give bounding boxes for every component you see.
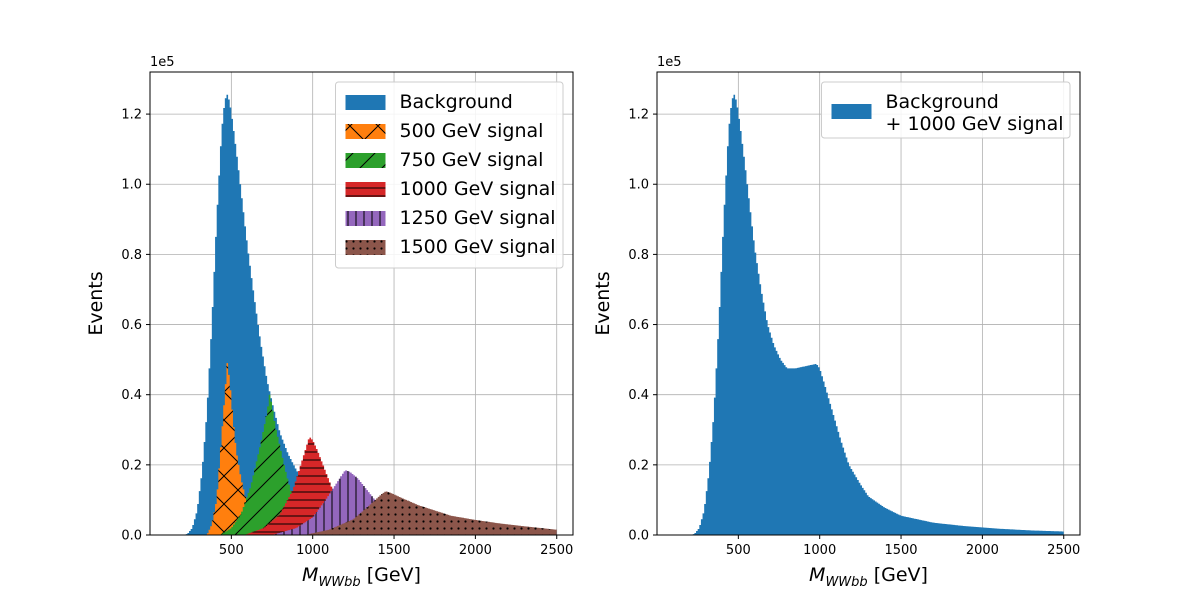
panel-right: 500 1000 1500 2000 2500 0.0 0.2 0.4 0.6 0.8 1.0 1.2… [592, 55, 1081, 590]
series-1 [206, 363, 268, 535]
histogram-hatch [272, 470, 460, 535]
axes-frame [149, 71, 574, 536]
y-tick-label: 0.0 [628, 529, 649, 544]
x-tick-label: 1500 [884, 543, 917, 558]
legend-entry: Background + 1000 GeV signal [831, 91, 1064, 135]
x-tick-label: 2000 [966, 543, 999, 558]
legend-swatch [831, 104, 872, 119]
legend-label: 1250 GeV signal [400, 207, 556, 229]
legend-swatch [345, 95, 386, 110]
legend-entry: 1500 GeV signal [345, 236, 556, 258]
legend-box [821, 81, 1071, 139]
legend-entry: 750 GeV signal [345, 149, 544, 171]
legend-swatch-hatch [345, 211, 386, 226]
series-5 [304, 491, 557, 535]
legend-label: 1000 GeV signal [400, 178, 556, 200]
series-0 [182, 94, 557, 536]
y-tick-label: 1.2 [121, 108, 142, 123]
x-axis-label: MWWbb [GeV] [809, 564, 928, 590]
histogram-hatch [219, 394, 321, 535]
y-axis-label: Events [85, 271, 107, 335]
x-tick-label: 2000 [459, 543, 492, 558]
y-tick-label: 1.0 [121, 178, 142, 193]
legend: Background 500 GeV signal 750 GeV signal 10… [335, 81, 564, 269]
y-tick-label: 0.0 [121, 529, 142, 544]
legend-swatch-hatch [345, 182, 386, 197]
panel-left: 500 1000 1500 2000 2500 0.0 0.2 0.4 0.6 0.8 1.0 1.2… [85, 55, 574, 590]
legend-label: 750 GeV signal [400, 149, 544, 171]
series-0 [689, 94, 1064, 536]
x-tick-label: 2500 [1047, 543, 1080, 558]
legend-label: Background [400, 91, 513, 113]
y-tick-label: 0.8 [628, 248, 649, 263]
histogram-hatch [206, 363, 268, 535]
legend-swatch-hatch [345, 124, 386, 139]
y-tick-label: 0.6 [628, 318, 649, 333]
legend-label: 1500 GeV signal [400, 236, 556, 258]
x-tick-label: 1000 [296, 543, 329, 558]
legend-swatch-hatch [345, 153, 386, 168]
y-tick-label: 0.6 [121, 318, 142, 333]
legend-box [335, 81, 564, 269]
legend-swatch-hatch [345, 240, 386, 255]
y-tick-label: 1.2 [628, 108, 649, 123]
y-tick-label: 0.4 [628, 388, 649, 403]
y-tick-label: 0.8 [121, 248, 142, 263]
series-4 [272, 470, 460, 535]
series-3 [244, 437, 386, 535]
y-offset-label: 1e5 [657, 55, 682, 70]
x-tick-label: 500 [219, 543, 244, 558]
histogram-hatch [304, 491, 557, 535]
y-offset-label: 1e5 [150, 55, 175, 70]
histogram-fill [182, 94, 557, 536]
x-axis-label: MWWbb [GeV] [302, 564, 421, 590]
y-tick-label: 0.2 [121, 458, 142, 473]
legend-label: Background + 1000 GeV signal [886, 91, 1064, 135]
histogram-fill [689, 94, 1064, 536]
y-tick-label: 1.0 [628, 178, 649, 193]
series-2 [219, 394, 321, 535]
legend-entry: 1000 GeV signal [345, 178, 556, 200]
x-tick-label: 500 [726, 543, 751, 558]
legend-label: 500 GeV signal [400, 120, 544, 142]
legend-entry: 1250 GeV signal [345, 207, 556, 229]
axes-frame [656, 71, 1081, 536]
x-tick-label: 1000 [803, 543, 836, 558]
histogram-hatch [244, 437, 386, 535]
legend-entry: Background [345, 91, 513, 113]
x-tick-label: 2500 [540, 543, 573, 558]
y-tick-label: 0.2 [628, 458, 649, 473]
y-axis-label: Events [592, 271, 614, 335]
legend: Background + 1000 GeV signal [821, 81, 1071, 139]
x-tick-label: 1500 [377, 543, 410, 558]
y-tick-label: 0.4 [121, 388, 142, 403]
legend-entry: 500 GeV signal [345, 120, 544, 142]
